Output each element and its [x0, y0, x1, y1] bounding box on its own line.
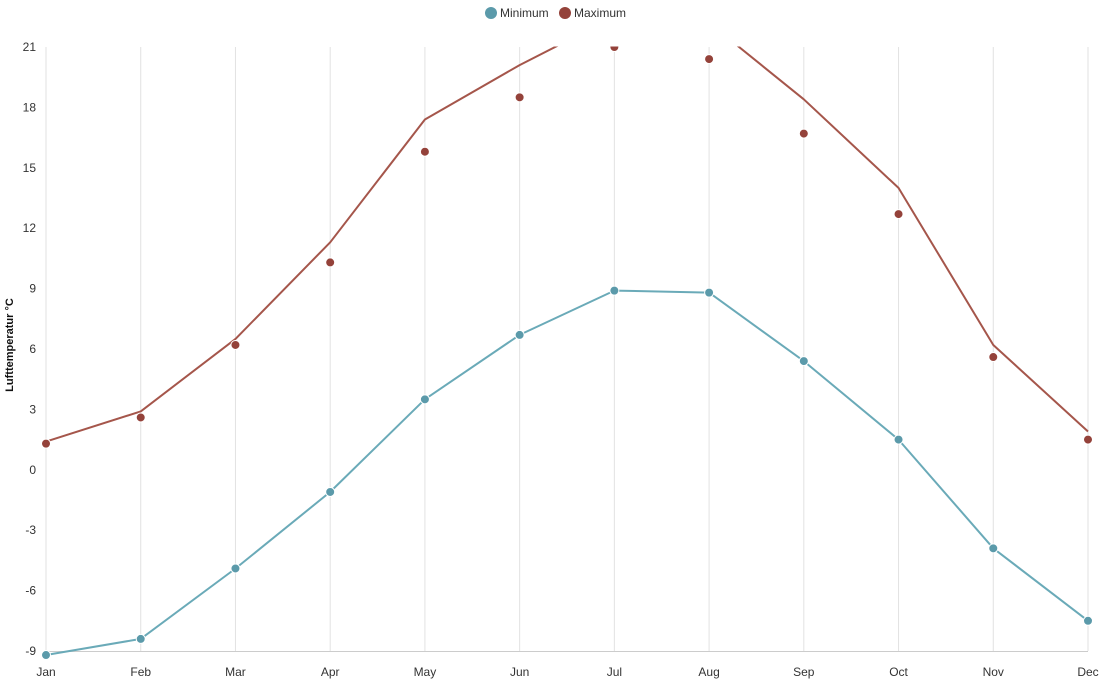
- x-tick-label: Jul: [607, 665, 622, 679]
- data-point-minimum[interactable]: [135, 633, 146, 644]
- y-tick-label: 15: [23, 161, 37, 175]
- y-tick-label: 6: [29, 342, 36, 356]
- data-point-minimum[interactable]: [988, 543, 999, 554]
- data-point-maximum[interactable]: [135, 412, 146, 423]
- data-point-minimum[interactable]: [704, 287, 715, 298]
- data-point-maximum[interactable]: [1083, 434, 1093, 445]
- x-tick-label: Feb: [130, 665, 151, 679]
- data-point-maximum[interactable]: [798, 128, 809, 139]
- data-point-maximum[interactable]: [514, 92, 525, 103]
- y-tick-label: 9: [29, 282, 36, 296]
- x-tick-label: Apr: [321, 665, 340, 679]
- data-point-maximum[interactable]: [41, 438, 51, 449]
- data-point-maximum[interactable]: [230, 339, 241, 350]
- y-tick-label: -3: [25, 523, 36, 537]
- x-tick-label: Mar: [225, 665, 246, 679]
- legend-item-minimum[interactable]: Minimum: [485, 6, 549, 20]
- y-tick-label: 0: [29, 463, 36, 477]
- x-tick-label: Oct: [889, 665, 908, 679]
- x-tick-label: Aug: [698, 665, 719, 679]
- legend-maximum-marker: [559, 7, 571, 19]
- y-axis-label: Lufttemperatur °C: [4, 298, 16, 392]
- y-tick-label: 3: [29, 402, 36, 416]
- x-tick-label: Sep: [793, 665, 815, 679]
- data-point-minimum[interactable]: [41, 650, 51, 660]
- axis-layer: Jan Feb Mar Apr May Jun Jul Aug Sep Oct Nov Dec -9 -6…: [23, 40, 1099, 679]
- data-point-minimum[interactable]: [798, 356, 809, 367]
- legend[interactable]: Minimum Maximum: [485, 6, 626, 20]
- x-tick-label: Nov: [983, 665, 1004, 679]
- data-point-minimum[interactable]: [419, 394, 430, 405]
- x-tick-label: Jan: [36, 665, 55, 679]
- legend-item-maximum[interactable]: Maximum: [559, 6, 626, 20]
- data-point-minimum[interactable]: [325, 486, 336, 497]
- x-tick-label: May: [414, 665, 437, 679]
- y-tick-label: -6: [25, 584, 36, 598]
- series-line-minimum: [45, 289, 1089, 656]
- x-tick-label: Jun: [510, 665, 529, 679]
- data-point-maximum[interactable]: [609, 43, 620, 52]
- data-point-minimum[interactable]: [230, 563, 241, 574]
- series-minimum: [41, 285, 1093, 660]
- series-layer: [41, 43, 1093, 660]
- x-tick-label: Dec: [1077, 665, 1098, 679]
- legend-maximum-label: Maximum: [574, 6, 626, 20]
- y-tick-label: -9: [25, 644, 36, 658]
- data-point-maximum[interactable]: [893, 209, 904, 220]
- data-point-maximum[interactable]: [988, 352, 999, 363]
- data-point-minimum[interactable]: [893, 434, 904, 445]
- series-maximum: [41, 43, 1093, 449]
- y-tick-label: 18: [23, 100, 37, 114]
- grid-layer: [45, 47, 1089, 651]
- data-point-minimum[interactable]: [609, 285, 620, 296]
- data-point-maximum[interactable]: [704, 54, 715, 65]
- data-point-minimum[interactable]: [514, 329, 525, 340]
- series-line-maximum: [45, 46, 1089, 443]
- y-tick-label: 12: [23, 221, 37, 235]
- data-point-maximum[interactable]: [419, 146, 430, 157]
- legend-minimum-label: Minimum: [500, 6, 549, 20]
- legend-minimum-marker: [485, 7, 497, 19]
- y-tick-label: 21: [23, 40, 37, 54]
- data-point-minimum[interactable]: [1083, 615, 1093, 626]
- data-point-maximum[interactable]: [325, 257, 336, 268]
